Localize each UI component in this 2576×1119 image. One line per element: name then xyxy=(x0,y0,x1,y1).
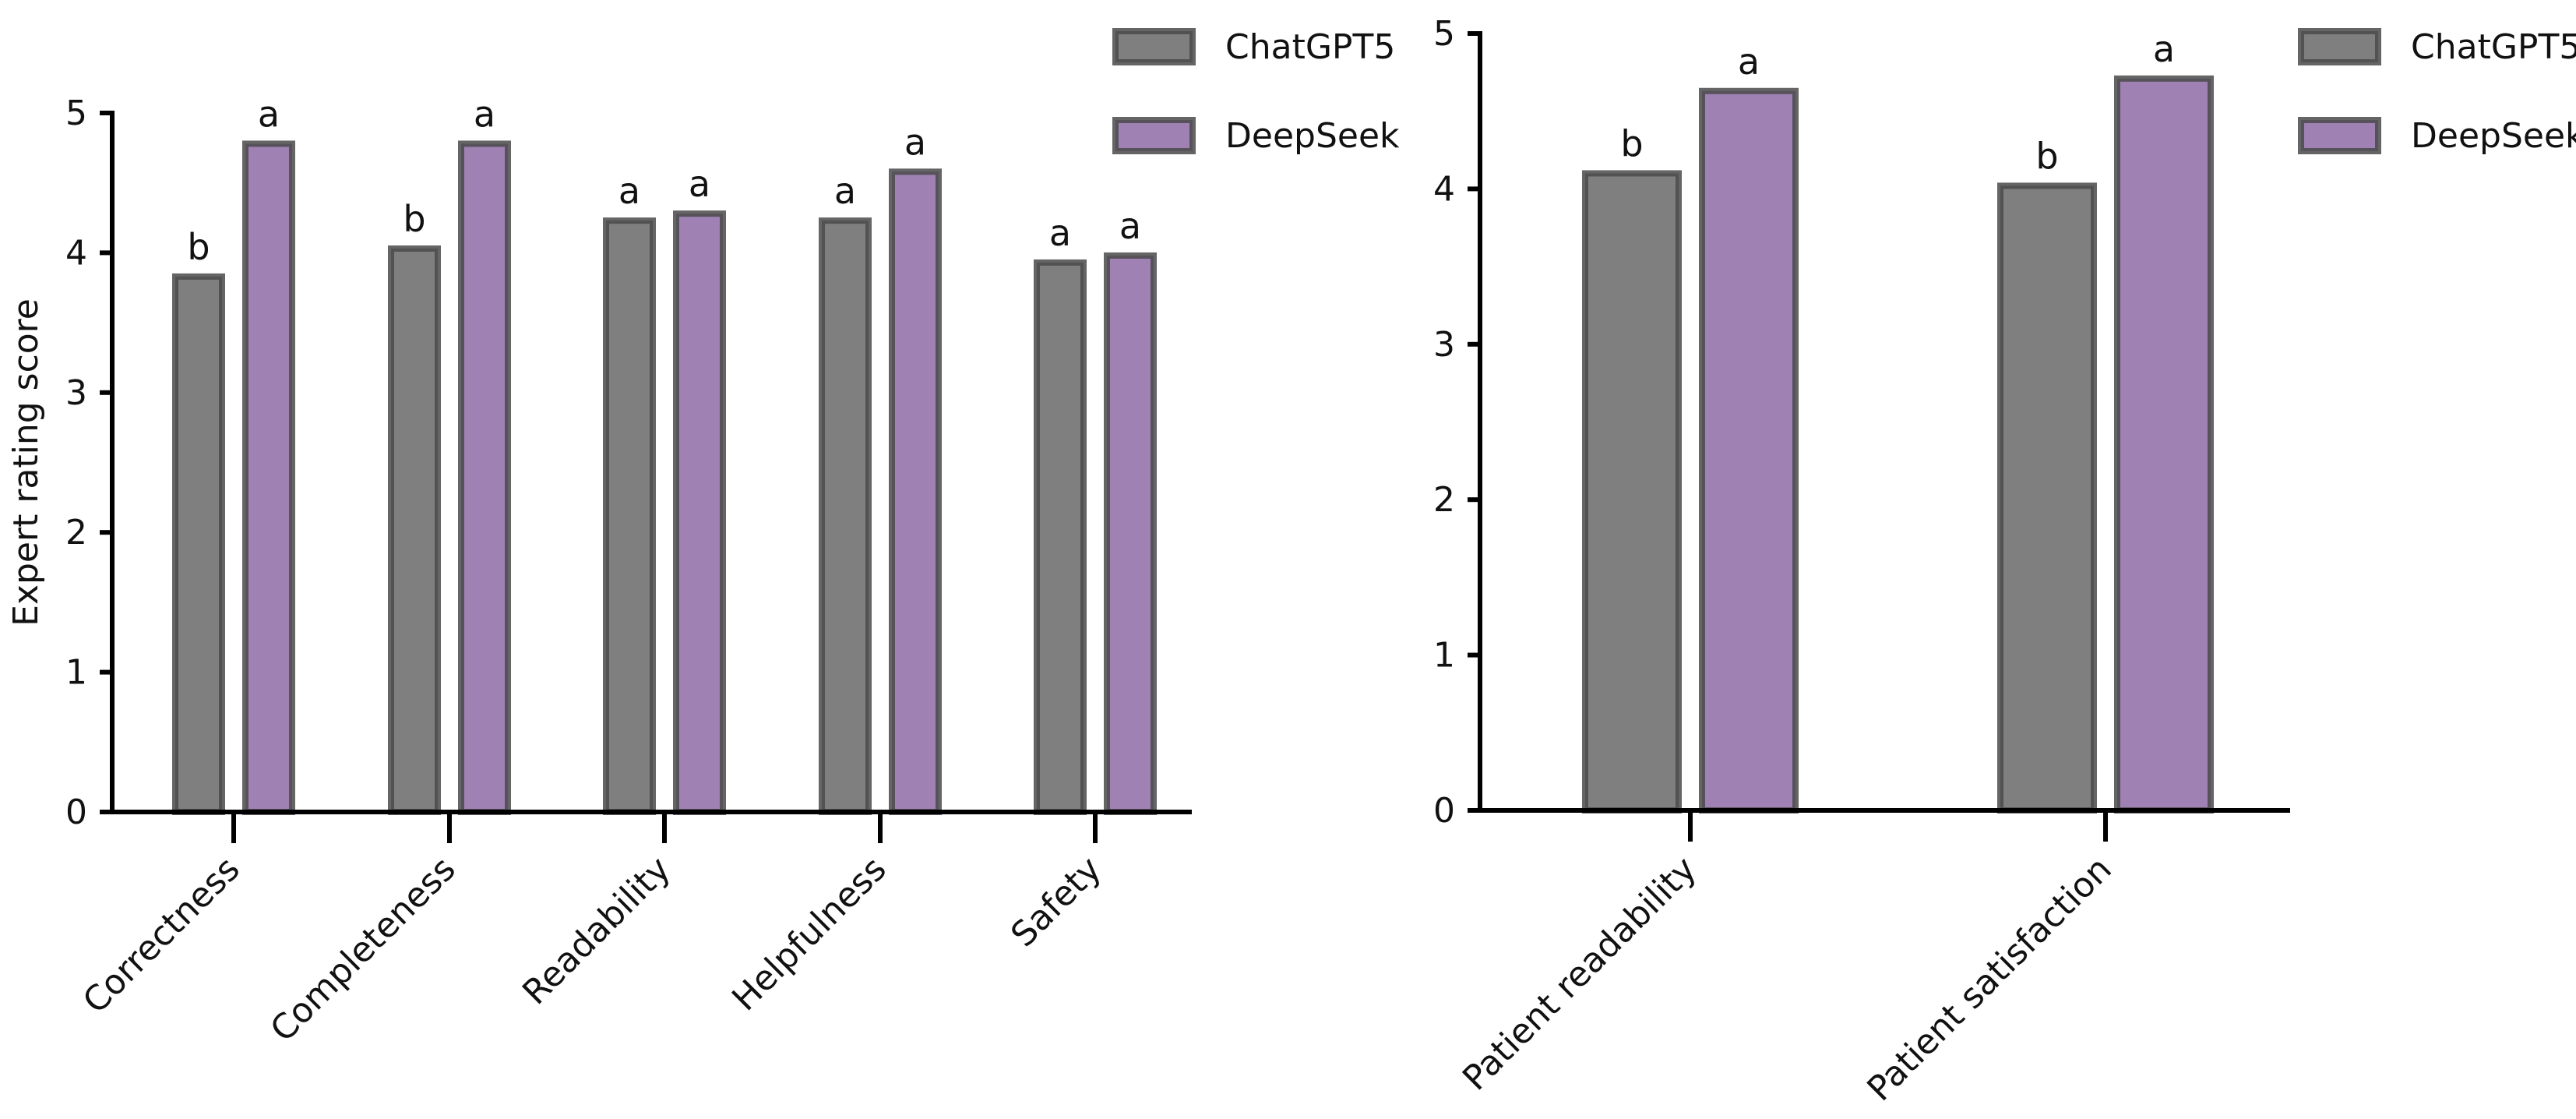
y-tick-label: 5 xyxy=(65,94,87,133)
significance-label: b xyxy=(403,198,425,240)
chart-expert-rating: Expert rating score 0 1 2 3 4 5 b a b a a a a a a a Co… xyxy=(6,27,1400,1050)
legend-label: DeepSeek xyxy=(2411,116,2576,156)
significance-label: a xyxy=(258,93,280,135)
y-tick-label: 4 xyxy=(1433,169,1455,209)
significance-label: b xyxy=(2035,135,2058,177)
bar-chatgpt5-patient-satisfaction xyxy=(1997,182,2097,814)
bar-deepseek-completeness xyxy=(458,140,511,815)
axes xyxy=(110,111,1192,814)
category-label: Correctness xyxy=(76,849,248,1022)
category-label: Safety xyxy=(1003,849,1109,955)
legend-swatch xyxy=(1112,117,1196,154)
chart-patient-rating: 0 1 2 3 4 5 b a b a Patient readability Patient s… xyxy=(1433,14,2576,1109)
y-tick-label: 3 xyxy=(65,373,87,413)
y-tick-label: 5 xyxy=(1433,14,1455,54)
category-label: Completeness xyxy=(263,849,463,1050)
category-labels: Correctness Completeness Readability Helpfu… xyxy=(76,812,1109,1050)
bar-deepseek-helpfulness xyxy=(889,168,942,815)
y-axis-title: Expert rating score xyxy=(6,298,46,627)
significance-label: a xyxy=(474,93,495,135)
significance-label: a xyxy=(618,170,640,212)
y-tick-label: 2 xyxy=(65,513,87,552)
legend: ChatGPT5 DeepSeek xyxy=(1112,27,1400,156)
category-label: Patient satisfaction xyxy=(1859,849,2119,1109)
bar-chatgpt5-completeness xyxy=(388,245,441,815)
legend-label: DeepSeek xyxy=(1225,116,1400,156)
significance-label: b xyxy=(187,226,210,268)
significance-label: a xyxy=(1738,41,1760,83)
y-tick-label: 3 xyxy=(1433,325,1455,365)
y-axis-ticks: 0 1 2 3 4 5 xyxy=(65,94,112,832)
bar-series: b a b a a a a a a a xyxy=(172,93,1157,816)
bar-chatgpt5-safety xyxy=(1034,259,1087,815)
significance-label: a xyxy=(1119,205,1141,247)
category-label: Readability xyxy=(515,849,678,1013)
bar-deepseek-patient-satisfaction xyxy=(2114,75,2214,814)
bar-chatgpt5-helpfulness xyxy=(819,217,872,815)
legend-swatch xyxy=(1112,28,1196,65)
y-axis-ticks: 0 1 2 3 4 5 xyxy=(1433,14,1480,831)
bar-chatgpt5-patient-readability xyxy=(1582,170,1682,814)
significance-label: a xyxy=(2153,28,2175,70)
category-labels: Patient readability Patient satisfaction xyxy=(1455,810,2120,1109)
y-tick-label: 1 xyxy=(1433,636,1455,676)
bar-chatgpt5-correctness xyxy=(172,273,225,815)
legend-swatch xyxy=(2298,117,2381,154)
y-tick-label: 2 xyxy=(1433,480,1455,520)
category-label: Patient readability xyxy=(1455,849,1704,1099)
legend-label: ChatGPT5 xyxy=(1225,27,1395,67)
bar-deepseek-correctness xyxy=(242,140,295,815)
bar-deepseek-readability xyxy=(673,210,726,815)
bar-series: b a b a xyxy=(1582,28,2214,814)
significance-label: b xyxy=(1620,122,1643,164)
significance-label: a xyxy=(689,163,710,205)
bar-deepseek-patient-readability xyxy=(1699,87,1799,814)
y-tick-label: 4 xyxy=(65,233,87,273)
legend: ChatGPT5 DeepSeek xyxy=(2298,27,2576,156)
significance-label: a xyxy=(1049,212,1071,254)
category-label: Helpfulness xyxy=(724,849,894,1019)
legend-label: ChatGPT5 xyxy=(2411,27,2576,67)
legend-swatch xyxy=(2298,28,2381,65)
significance-label: a xyxy=(834,170,856,212)
significance-label: a xyxy=(904,121,926,163)
y-tick-label: 0 xyxy=(1433,791,1455,831)
axes xyxy=(1478,31,2290,813)
y-tick-label: 0 xyxy=(65,792,87,832)
bar-chatgpt5-readability xyxy=(603,217,656,815)
bar-deepseek-safety xyxy=(1104,252,1157,816)
y-tick-label: 1 xyxy=(65,653,87,693)
